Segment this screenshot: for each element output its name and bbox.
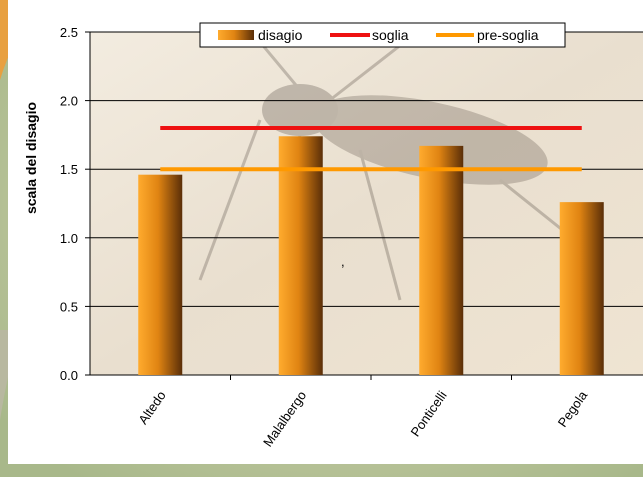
legend: disagio soglia pre-soglia <box>199 22 566 48</box>
legend-label-soglia: soglia <box>372 27 409 43</box>
line-series <box>160 126 582 172</box>
legend-swatch-disagio <box>218 30 254 40</box>
y-tick-label-5: 2.5 <box>60 25 78 40</box>
x-tick-labels: Altedo Malalbergo Ponticelli Pegola <box>135 387 590 449</box>
bar-ponticelli <box>419 145 464 375</box>
x-tick-label-malalbergo: Malalbergo <box>260 388 309 449</box>
y-tick-label-3: 1.5 <box>60 162 78 177</box>
x-tick-label-pegola: Pegola <box>555 387 591 429</box>
y-axis-label: scala del disagio <box>23 102 39 214</box>
y-tick-label-1: 0.5 <box>60 299 78 314</box>
x-tick-label-ponticelli: Ponticelli <box>408 388 450 439</box>
bar-pegola <box>559 202 604 375</box>
legend-box <box>199 22 566 48</box>
bar-altedo <box>138 174 183 375</box>
legend-label-pre-soglia: pre-soglia <box>477 27 539 43</box>
y-tick-label-2: 1.0 <box>60 231 78 246</box>
legend-label-disagio: disagio <box>258 27 303 43</box>
y-tick-labels: 0.0 0.5 1.0 1.5 2.0 2.5 <box>60 25 78 383</box>
bar-malalbergo <box>278 136 323 375</box>
y-tick-label-4: 2.0 <box>60 94 78 109</box>
bar-series <box>138 136 604 375</box>
stray-comma: , <box>341 254 345 269</box>
x-tick-label-altedo: Altedo <box>135 388 168 427</box>
y-tick-label-0: 0.0 <box>60 368 78 383</box>
